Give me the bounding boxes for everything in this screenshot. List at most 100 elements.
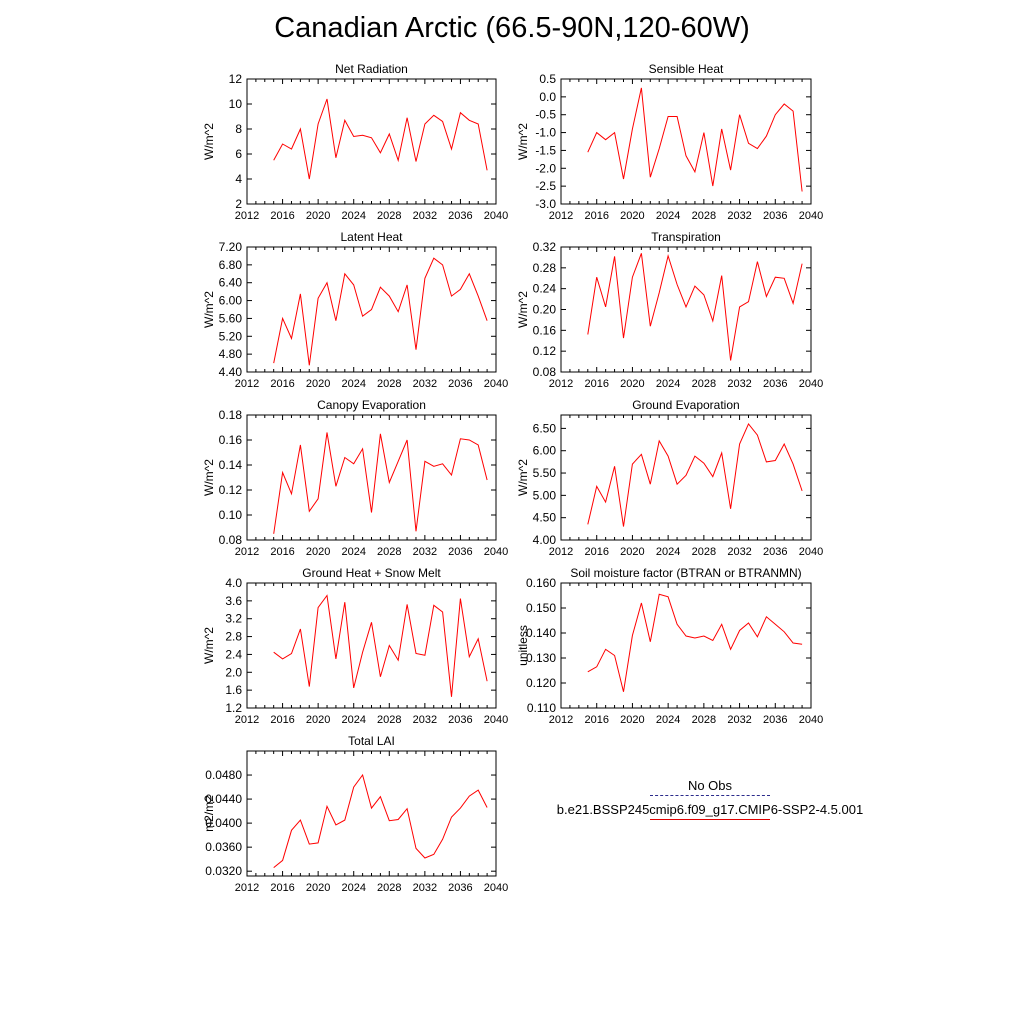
y-tick-label: 4.80 [219, 347, 243, 361]
x-tick-label: 2020 [306, 378, 330, 390]
x-tick-label: 2040 [484, 210, 508, 222]
x-tick-label: 2012 [235, 882, 259, 894]
x-tick-label: 2028 [692, 546, 716, 558]
y-tick-label: 0.0320 [205, 864, 242, 878]
x-tick-label: 2028 [692, 210, 716, 222]
x-tick-label: 2036 [763, 378, 787, 390]
x-tick-label: 2020 [306, 714, 330, 726]
panel-title: Ground Heat + Snow Melt [302, 566, 441, 580]
x-tick-label: 2016 [270, 210, 294, 222]
x-tick-label: 2032 [727, 210, 751, 222]
plot-frame [560, 246, 812, 373]
y-axis-label: W/m^2 [202, 291, 216, 328]
y-tick-label: 3.6 [225, 594, 242, 608]
y-axis-label: W/m^2 [516, 459, 530, 496]
panel-5: Canopy Evaporation W/m^2 2012 2016 2020 2024 2… [202, 398, 508, 558]
x-tick-label: 2016 [584, 546, 608, 558]
x-tick-label: 2012 [549, 714, 573, 726]
y-tick-label: 10 [229, 97, 243, 111]
x-tick-label: 2028 [692, 378, 716, 390]
panel-title: Sensible Heat [649, 62, 724, 76]
x-tick-label: 2040 [484, 882, 508, 894]
y-tick-label: 0.5 [539, 72, 556, 86]
y-tick-label: 8 [235, 122, 242, 136]
x-tick-label: 2040 [799, 714, 823, 726]
series-line [587, 422, 803, 527]
x-tick-label: 2020 [306, 882, 330, 894]
x-tick-label: 2032 [727, 546, 751, 558]
y-tick-label: 0.16 [219, 433, 243, 447]
y-tick-label: -1.5 [535, 143, 556, 157]
y-tick-label: 1.6 [225, 683, 242, 697]
x-tick-label: 2024 [341, 210, 365, 222]
panel-4: Transpiration W/m^2 2012 2016 2020 2024 2028 20… [516, 230, 823, 390]
x-tick-label: 2024 [341, 378, 365, 390]
y-tick-label: 0.130 [526, 651, 556, 665]
x-tick-label: 2036 [448, 546, 472, 558]
plot-frame [246, 582, 497, 709]
series-line [587, 87, 803, 192]
series-line [587, 253, 803, 361]
panel-7: Ground Heat + Snow Melt W/m^2 2012 2016 2020… [202, 566, 508, 726]
panel-9: Total LAI m2/m2 2012 2016 2020 2024 2028 2032 20… [202, 734, 508, 894]
y-tick-label: 0.0 [539, 90, 556, 104]
y-tick-label: 5.50 [533, 466, 557, 480]
y-tick-label: 0.32 [533, 240, 557, 254]
x-tick-label: 2012 [235, 378, 259, 390]
x-tick-label: 2024 [341, 882, 365, 894]
y-tick-label: 5.60 [219, 311, 243, 325]
y-axis-label: W/m^2 [516, 123, 530, 160]
y-tick-label: 7.20 [219, 240, 243, 254]
x-tick-label: 2016 [584, 378, 608, 390]
panel-3: Latent Heat W/m^2 2012 2016 2020 2024 2028 2032… [202, 230, 508, 390]
x-tick-label: 2012 [235, 714, 259, 726]
panel-title: Latent Heat [340, 230, 403, 244]
panel-title: Soil moisture factor (BTRAN or BTRANMN) [570, 566, 801, 580]
x-tick-label: 2032 [413, 882, 437, 894]
y-tick-label: 0.110 [527, 701, 556, 715]
x-tick-label: 2028 [377, 210, 401, 222]
x-tick-label: 2016 [270, 882, 294, 894]
x-tick-label: 2016 [584, 210, 608, 222]
figure-title: Canadian Arctic (66.5-90N,120-60W) [274, 12, 750, 44]
y-tick-label: 0.12 [533, 344, 557, 358]
panel-title: Transpiration [651, 230, 721, 244]
legend-model-line [650, 819, 770, 820]
y-tick-label: 2.4 [225, 647, 242, 661]
x-tick-label: 2036 [448, 210, 472, 222]
series-line [587, 593, 803, 692]
x-tick-label: 2032 [413, 378, 437, 390]
y-tick-label: 0.16 [533, 323, 557, 337]
y-tick-label: 0.0480 [205, 768, 242, 782]
legend-obs-label: No Obs [687, 778, 733, 793]
legend: No Obs b.e21.BSSP245cmip6.f09_g17.CMIP6-… [520, 778, 900, 826]
series-line [273, 773, 488, 868]
panel-1: Net Radiation W/m^2 2012 2016 2020 2024 2028 20… [202, 62, 508, 222]
x-tick-label: 2020 [620, 378, 644, 390]
x-tick-label: 2032 [413, 210, 437, 222]
x-tick-label: 2028 [377, 546, 401, 558]
y-tick-label: 12 [229, 72, 243, 86]
x-tick-label: 2032 [727, 378, 751, 390]
x-tick-label: 2036 [763, 546, 787, 558]
y-tick-label: 6.50 [533, 421, 557, 435]
x-tick-label: 2024 [341, 546, 365, 558]
y-tick-label: 6.40 [219, 276, 243, 290]
y-tick-label: 6.80 [219, 258, 243, 272]
x-tick-label: 2012 [549, 546, 573, 558]
x-tick-label: 2040 [484, 378, 508, 390]
y-tick-label: 0.0360 [205, 840, 242, 854]
x-tick-label: 2012 [235, 210, 259, 222]
y-tick-label: 2.0 [225, 665, 242, 679]
x-tick-label: 2024 [656, 210, 680, 222]
panel-title: Total LAI [348, 734, 395, 748]
plot-frame [560, 414, 812, 541]
y-tick-label: 0.24 [533, 282, 557, 296]
y-tick-label: 0.0400 [205, 816, 242, 830]
series-line [273, 594, 488, 697]
x-tick-label: 2020 [306, 546, 330, 558]
y-axis-label: m2/m2 [202, 795, 216, 832]
x-tick-label: 2016 [270, 546, 294, 558]
plot-frame [560, 78, 812, 205]
x-tick-label: 2036 [763, 210, 787, 222]
